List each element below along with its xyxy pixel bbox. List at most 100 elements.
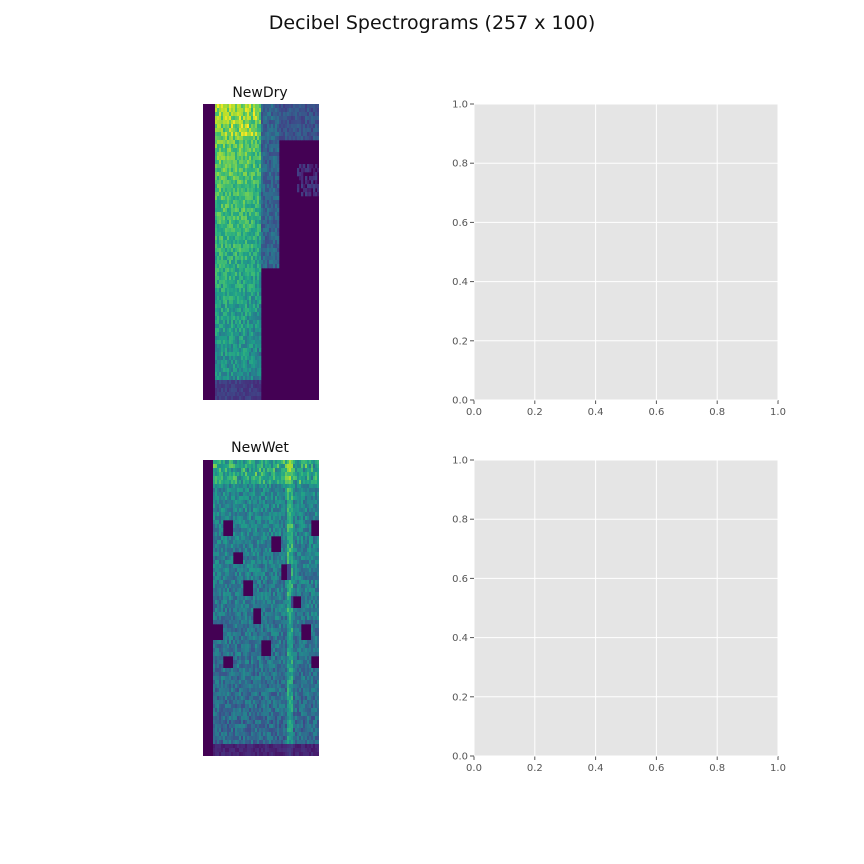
spectrogram-cell: [219, 488, 222, 493]
spectrogram-cell: [223, 564, 226, 569]
spectrogram-cell: [221, 308, 224, 313]
spectrogram-cell: [301, 644, 304, 649]
spectrogram-cell: [221, 600, 224, 605]
spectrogram-cell: [259, 668, 262, 673]
spectrogram-cell: [271, 148, 274, 153]
spectrogram-cell: [223, 472, 226, 477]
spectrogram-cell: [221, 460, 224, 465]
spectrogram-cell: [311, 492, 314, 497]
spectrogram-cell: [249, 268, 252, 273]
spectrogram-cell: [223, 236, 226, 241]
spectrogram-cell: [261, 520, 264, 525]
spectrogram-cell: [279, 608, 282, 613]
spectrogram-cell: [283, 668, 286, 673]
spectrogram-cell: [235, 500, 238, 505]
spectrogram-cell: [257, 316, 260, 321]
spectrogram-cell: [261, 540, 264, 545]
spectrogram-cell: [297, 632, 300, 637]
spectrogram-cell: [239, 576, 242, 581]
spectrogram-cell: [249, 264, 252, 269]
spectrogram-cell: [229, 216, 232, 221]
spectrogram-cell: [265, 184, 268, 189]
spectrogram-cell: [215, 380, 218, 385]
spectrogram-cell: [231, 140, 234, 145]
spectrogram-cell: [239, 276, 242, 281]
spectrogram-cell: [287, 112, 290, 117]
spectrogram-cell: [257, 596, 260, 601]
spectrogram-cell: [311, 184, 314, 189]
spectrogram-cell: [237, 132, 240, 137]
spectrogram-cell: [259, 356, 262, 361]
spectrogram-cell: [301, 508, 304, 513]
spectrogram-cell: [279, 524, 282, 529]
spectrogram-cell: [241, 668, 244, 673]
spectrogram-cell: [289, 616, 292, 621]
spectrogram-cell: [253, 352, 256, 357]
spectrogram-cell: [315, 180, 318, 185]
spectrogram-cell: [287, 568, 290, 573]
spectrogram-cell: [277, 144, 280, 149]
spectrogram-cell: [231, 172, 234, 177]
spectrogram-cell: [293, 572, 296, 577]
spectrogram-cell: [291, 540, 294, 545]
spectrogram-cell: [297, 580, 300, 585]
spectrogram-cell: [231, 136, 234, 141]
spectrogram-cell: [293, 548, 296, 553]
spectrogram-cell: [293, 588, 296, 593]
spectrogram-cell: [273, 180, 276, 185]
spectrogram-cell: [285, 536, 288, 541]
spectrogram-cell: [283, 496, 286, 501]
spectrogram-cell: [257, 536, 260, 541]
spectrogram-cell: [257, 520, 260, 525]
spectrogram-cell: [313, 188, 316, 193]
spectrogram-cell: [293, 584, 296, 589]
spectrogram-cell: [287, 648, 290, 653]
spectrogram-cell: [271, 632, 274, 637]
spectrogram-cell: [267, 656, 270, 661]
spectrogram-cell: [219, 220, 222, 225]
spectrogram-cell: [255, 656, 258, 661]
spectrogram-cell: [255, 636, 258, 641]
spectrogram-cell: [255, 148, 258, 153]
spectrogram-cell: [257, 392, 260, 397]
spectrogram-cell: [251, 396, 254, 400]
spectrogram-cell: [225, 176, 228, 181]
spectrogram-cell: [227, 504, 230, 509]
spectrogram-cell: [229, 668, 232, 673]
spectrogram-cell: [269, 220, 272, 225]
spectrogram-cell: [259, 472, 262, 477]
spectrogram-cell: [227, 588, 230, 593]
spectrogram-cell: [227, 316, 230, 321]
spectrogram-cell: [247, 200, 250, 205]
spectrogram-cell: [263, 488, 266, 493]
spectrogram-cell: [313, 168, 316, 173]
spectrogram-cell: [233, 580, 236, 585]
spectrogram-cell: [281, 656, 284, 661]
spectrogram-cell: [251, 252, 254, 257]
spectrogram-cell: [225, 192, 228, 197]
spectrogram-cell: [279, 652, 282, 657]
spectrogram-cell: [309, 128, 312, 133]
spectrogram-cell: [255, 532, 258, 537]
spectrogram-cell: [273, 136, 276, 141]
spectrogram-cell: [303, 164, 306, 169]
spectrogram-cell: [245, 284, 248, 289]
spectrogram-cell: [259, 644, 262, 649]
spectrogram-cell: [267, 172, 270, 177]
spectrogram-cell: [279, 624, 282, 629]
spectrogram-cell: [237, 156, 240, 161]
spectrogram-cell: [265, 504, 268, 509]
spectrogram-cell: [231, 148, 234, 153]
spectrogram-cell: [277, 664, 280, 669]
spectrogram-cell: [225, 376, 228, 381]
spectrogram-cell: [299, 576, 302, 581]
spectrogram-cell: [231, 208, 234, 213]
spectrogram-cell: [275, 528, 278, 533]
spectrogram-cell: [309, 576, 312, 581]
spectrogram-cell: [265, 156, 268, 161]
spectrogram-cell: [263, 204, 266, 209]
spectrogram-cell: [229, 276, 232, 281]
spectrogram-cell: [255, 316, 258, 321]
spectrogram-cell: [293, 644, 296, 649]
spectrogram-cell: [219, 180, 222, 185]
